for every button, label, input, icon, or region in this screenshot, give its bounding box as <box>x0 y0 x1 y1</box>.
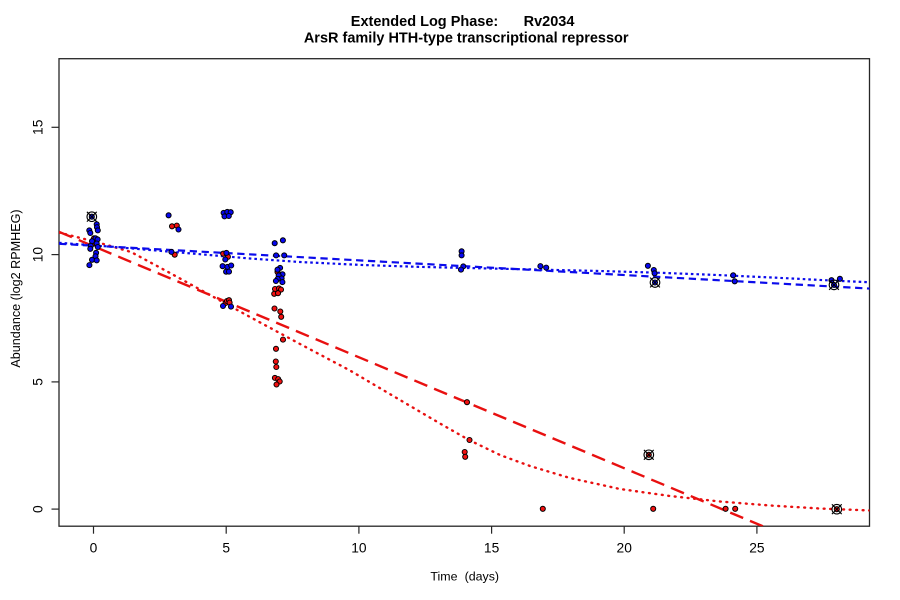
svg-text:0: 0 <box>90 540 98 555</box>
svg-text:5: 5 <box>222 540 230 555</box>
svg-text:Extended Log Phase:: Extended Log Phase: <box>351 14 498 30</box>
svg-text:5: 5 <box>31 378 46 386</box>
svg-text:ArsR family HTH-type transcrip: ArsR family HTH-type transcriptional rep… <box>304 30 629 46</box>
svg-text:Abundance (log2 RPMHEG): Abundance (log2 RPMHEG) <box>9 209 23 367</box>
svg-text:Rv2034: Rv2034 <box>524 14 575 30</box>
svg-text:25: 25 <box>749 540 765 555</box>
svg-text:15: 15 <box>484 540 500 555</box>
svg-text:15: 15 <box>31 119 46 135</box>
svg-text:20: 20 <box>617 540 633 555</box>
svg-text:Time: Time <box>430 569 457 583</box>
svg-text:0: 0 <box>31 505 46 513</box>
svg-text:10: 10 <box>31 247 46 263</box>
svg-text:(days): (days) <box>465 569 499 583</box>
svg-text:10: 10 <box>351 540 367 555</box>
